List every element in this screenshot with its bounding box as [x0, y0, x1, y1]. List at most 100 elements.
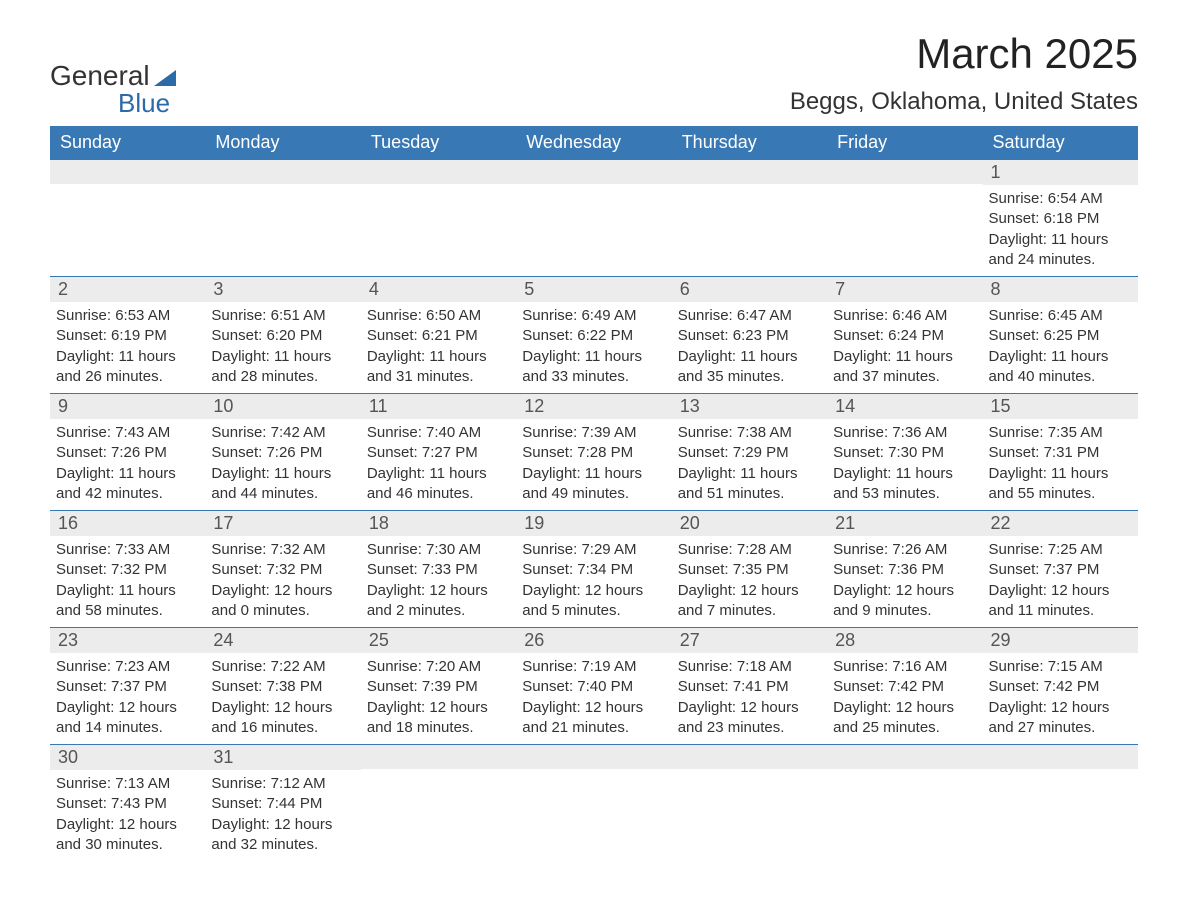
- month-title: March 2025: [790, 30, 1138, 78]
- weekday-monday: Monday: [205, 126, 360, 160]
- logo-triangle-icon: [154, 70, 176, 86]
- day-number: 16: [50, 511, 205, 536]
- calendar-cell: 4Sunrise: 6:50 AM Sunset: 6:21 PM Daylig…: [361, 277, 516, 394]
- calendar-cell: 20Sunrise: 7:28 AM Sunset: 7:35 PM Dayli…: [672, 511, 827, 628]
- day-details: Sunrise: 7:18 AM Sunset: 7:41 PM Dayligh…: [672, 653, 827, 744]
- day-details: Sunrise: 7:29 AM Sunset: 7:34 PM Dayligh…: [516, 536, 671, 627]
- weekday-wednesday: Wednesday: [516, 126, 671, 160]
- calendar-cell: 22Sunrise: 7:25 AM Sunset: 7:37 PM Dayli…: [983, 511, 1138, 628]
- calendar-cell: [516, 745, 671, 862]
- day-number: 2: [50, 277, 205, 302]
- calendar-cell: 25Sunrise: 7:20 AM Sunset: 7:39 PM Dayli…: [361, 628, 516, 745]
- weekday-tuesday: Tuesday: [361, 126, 516, 160]
- calendar-cell: 7Sunrise: 6:46 AM Sunset: 6:24 PM Daylig…: [827, 277, 982, 394]
- calendar-week-row: 23Sunrise: 7:23 AM Sunset: 7:37 PM Dayli…: [50, 628, 1138, 745]
- day-number: 12: [516, 394, 671, 419]
- calendar-cell: [672, 745, 827, 862]
- day-number: 8: [983, 277, 1138, 302]
- calendar-cell: [361, 160, 516, 277]
- day-details: Sunrise: 7:33 AM Sunset: 7:32 PM Dayligh…: [50, 536, 205, 627]
- day-details: Sunrise: 7:16 AM Sunset: 7:42 PM Dayligh…: [827, 653, 982, 744]
- day-number: [361, 160, 516, 184]
- calendar-cell: 27Sunrise: 7:18 AM Sunset: 7:41 PM Dayli…: [672, 628, 827, 745]
- day-number: 30: [50, 745, 205, 770]
- day-details: [672, 184, 827, 264]
- weekday-sunday: Sunday: [50, 126, 205, 160]
- header: General Blue March 2025 Beggs, Oklahoma,…: [50, 30, 1138, 116]
- calendar-cell: 11Sunrise: 7:40 AM Sunset: 7:27 PM Dayli…: [361, 394, 516, 511]
- day-number: [672, 160, 827, 184]
- day-number: 31: [205, 745, 360, 770]
- day-details: [516, 769, 671, 849]
- calendar-cell: 18Sunrise: 7:30 AM Sunset: 7:33 PM Dayli…: [361, 511, 516, 628]
- calendar-cell: [983, 745, 1138, 862]
- day-details: Sunrise: 7:12 AM Sunset: 7:44 PM Dayligh…: [205, 770, 360, 861]
- day-number: 6: [672, 277, 827, 302]
- calendar-cell: 10Sunrise: 7:42 AM Sunset: 7:26 PM Dayli…: [205, 394, 360, 511]
- day-number: 29: [983, 628, 1138, 653]
- day-number: 22: [983, 511, 1138, 536]
- day-details: Sunrise: 6:47 AM Sunset: 6:23 PM Dayligh…: [672, 302, 827, 393]
- calendar-cell: 6Sunrise: 6:47 AM Sunset: 6:23 PM Daylig…: [672, 277, 827, 394]
- day-number: 4: [361, 277, 516, 302]
- day-number: 27: [672, 628, 827, 653]
- calendar-cell: 26Sunrise: 7:19 AM Sunset: 7:40 PM Dayli…: [516, 628, 671, 745]
- weekday-friday: Friday: [827, 126, 982, 160]
- calendar-cell: 24Sunrise: 7:22 AM Sunset: 7:38 PM Dayli…: [205, 628, 360, 745]
- day-number: 23: [50, 628, 205, 653]
- day-number: [672, 745, 827, 769]
- day-number: [827, 160, 982, 184]
- day-details: Sunrise: 7:20 AM Sunset: 7:39 PM Dayligh…: [361, 653, 516, 744]
- calendar-cell: [827, 160, 982, 277]
- calendar-cell: 17Sunrise: 7:32 AM Sunset: 7:32 PM Dayli…: [205, 511, 360, 628]
- day-details: Sunrise: 7:35 AM Sunset: 7:31 PM Dayligh…: [983, 419, 1138, 510]
- day-number: 15: [983, 394, 1138, 419]
- day-details: Sunrise: 7:32 AM Sunset: 7:32 PM Dayligh…: [205, 536, 360, 627]
- day-details: Sunrise: 7:28 AM Sunset: 7:35 PM Dayligh…: [672, 536, 827, 627]
- calendar-cell: 13Sunrise: 7:38 AM Sunset: 7:29 PM Dayli…: [672, 394, 827, 511]
- weekday-saturday: Saturday: [983, 126, 1138, 160]
- calendar-cell: 23Sunrise: 7:23 AM Sunset: 7:37 PM Dayli…: [50, 628, 205, 745]
- day-details: Sunrise: 6:46 AM Sunset: 6:24 PM Dayligh…: [827, 302, 982, 393]
- day-details: Sunrise: 7:13 AM Sunset: 7:43 PM Dayligh…: [50, 770, 205, 861]
- calendar-cell: 1Sunrise: 6:54 AM Sunset: 6:18 PM Daylig…: [983, 160, 1138, 277]
- weekday-header-row: Sunday Monday Tuesday Wednesday Thursday…: [50, 126, 1138, 160]
- day-details: Sunrise: 7:15 AM Sunset: 7:42 PM Dayligh…: [983, 653, 1138, 744]
- day-number: [205, 160, 360, 184]
- day-details: Sunrise: 7:42 AM Sunset: 7:26 PM Dayligh…: [205, 419, 360, 510]
- calendar-cell: [827, 745, 982, 862]
- day-details: Sunrise: 6:53 AM Sunset: 6:19 PM Dayligh…: [50, 302, 205, 393]
- day-details: Sunrise: 7:43 AM Sunset: 7:26 PM Dayligh…: [50, 419, 205, 510]
- calendar-cell: 2Sunrise: 6:53 AM Sunset: 6:19 PM Daylig…: [50, 277, 205, 394]
- day-number: [516, 160, 671, 184]
- day-number: 17: [205, 511, 360, 536]
- day-details: Sunrise: 7:38 AM Sunset: 7:29 PM Dayligh…: [672, 419, 827, 510]
- calendar-cell: [361, 745, 516, 862]
- day-number: 28: [827, 628, 982, 653]
- day-details: Sunrise: 6:49 AM Sunset: 6:22 PM Dayligh…: [516, 302, 671, 393]
- logo-word2: Blue: [118, 92, 176, 115]
- day-number: 11: [361, 394, 516, 419]
- calendar-week-row: 2Sunrise: 6:53 AM Sunset: 6:19 PM Daylig…: [50, 277, 1138, 394]
- weekday-thursday: Thursday: [672, 126, 827, 160]
- day-number: 14: [827, 394, 982, 419]
- day-details: Sunrise: 6:45 AM Sunset: 6:25 PM Dayligh…: [983, 302, 1138, 393]
- calendar-week-row: 30Sunrise: 7:13 AM Sunset: 7:43 PM Dayli…: [50, 745, 1138, 862]
- day-details: [205, 184, 360, 264]
- calendar-cell: 14Sunrise: 7:36 AM Sunset: 7:30 PM Dayli…: [827, 394, 982, 511]
- calendar-table: Sunday Monday Tuesday Wednesday Thursday…: [50, 126, 1138, 861]
- calendar-cell: 12Sunrise: 7:39 AM Sunset: 7:28 PM Dayli…: [516, 394, 671, 511]
- calendar-cell: 15Sunrise: 7:35 AM Sunset: 7:31 PM Dayli…: [983, 394, 1138, 511]
- day-number: [983, 745, 1138, 769]
- calendar-cell: 16Sunrise: 7:33 AM Sunset: 7:32 PM Dayli…: [50, 511, 205, 628]
- day-details: [983, 769, 1138, 849]
- calendar-week-row: 16Sunrise: 7:33 AM Sunset: 7:32 PM Dayli…: [50, 511, 1138, 628]
- calendar-cell: [672, 160, 827, 277]
- day-number: 1: [983, 160, 1138, 185]
- calendar-cell: 9Sunrise: 7:43 AM Sunset: 7:26 PM Daylig…: [50, 394, 205, 511]
- day-details: [516, 184, 671, 264]
- title-block: March 2025 Beggs, Oklahoma, United State…: [790, 30, 1138, 116]
- day-number: 18: [361, 511, 516, 536]
- location-label: Beggs, Oklahoma, United States: [790, 88, 1138, 116]
- day-number: 3: [205, 277, 360, 302]
